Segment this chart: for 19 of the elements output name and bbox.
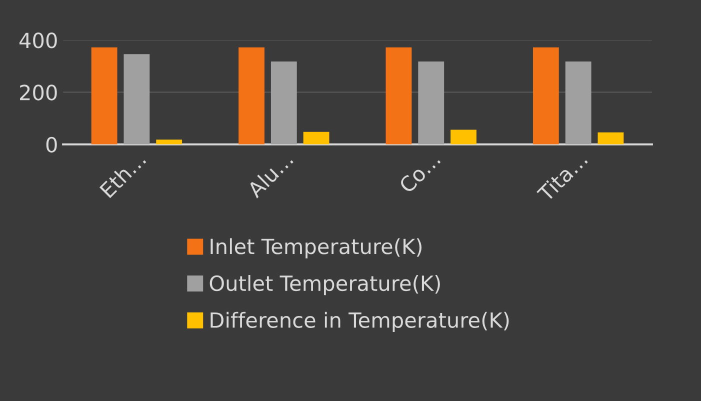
bar — [303, 132, 330, 144]
y-tick-label: 400 — [19, 32, 57, 48]
bar — [270, 61, 297, 144]
bar — [238, 47, 264, 144]
x-tick-label: Co… — [398, 151, 441, 194]
bar — [565, 61, 592, 144]
legend-label: Inlet Temperature(K) — [210, 238, 422, 258]
bar — [598, 132, 624, 144]
bar — [532, 47, 559, 144]
bar — [450, 130, 476, 144]
bar — [124, 54, 150, 144]
y-tick-label: 0 — [46, 136, 57, 153]
legend-label: Outlet Temperature(K) — [210, 275, 440, 296]
bar — [91, 47, 118, 144]
bar — [418, 61, 444, 144]
legend-label: Difference in Temperature(K) — [210, 312, 509, 332]
bar — [386, 47, 412, 144]
y-tick-label: 200 — [20, 84, 57, 100]
bar — [156, 140, 182, 144]
